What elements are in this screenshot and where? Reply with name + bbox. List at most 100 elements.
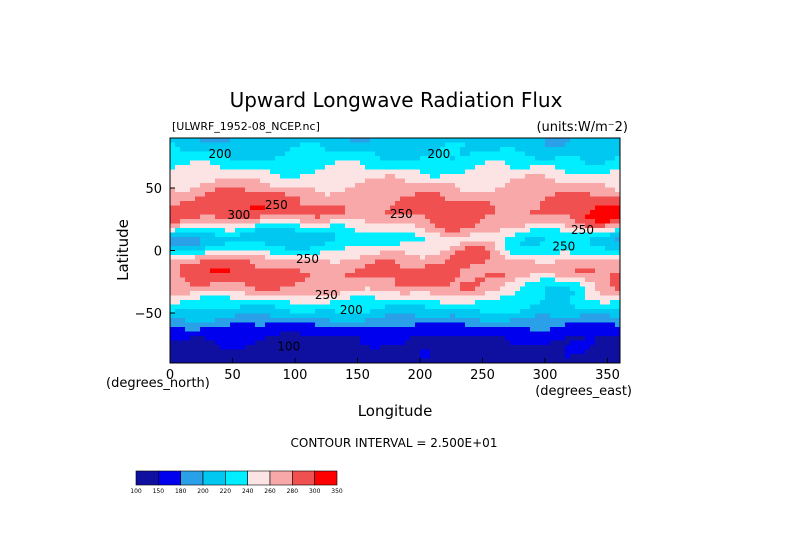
map-cell (315, 147, 321, 152)
map-cell (365, 232, 371, 238)
map-cell (490, 165, 496, 170)
map-cell (195, 151, 201, 157)
map-cell (525, 300, 531, 305)
map-cell (595, 286, 601, 292)
map-cell (310, 345, 316, 350)
map-cell (225, 300, 231, 305)
map-cell (235, 187, 241, 193)
map-cell (300, 246, 306, 251)
map-cell (185, 318, 191, 323)
map-cell (365, 160, 371, 166)
map-cell (250, 277, 256, 283)
map-cell (415, 309, 421, 314)
map-cell (350, 205, 356, 211)
map-cell (265, 228, 271, 233)
map-cell (535, 196, 541, 202)
map-cell (315, 277, 321, 283)
map-cell (315, 286, 321, 292)
map-cell (410, 358, 416, 364)
map-cell (290, 282, 296, 287)
map-cell (505, 268, 511, 274)
map-cell (580, 300, 586, 305)
map-cell (405, 165, 411, 170)
map-cell (465, 223, 471, 229)
map-cell (400, 219, 406, 224)
map-cell (595, 322, 601, 328)
map-cell (525, 210, 531, 215)
map-cell (445, 223, 451, 229)
map-cell (235, 232, 241, 238)
map-cell (525, 322, 531, 328)
map-cell (440, 318, 446, 323)
map-cell (545, 210, 551, 215)
map-cell (255, 358, 261, 364)
map-cell (170, 142, 176, 148)
map-cell (195, 277, 201, 283)
map-cell (370, 165, 376, 170)
map-cell (305, 268, 311, 274)
map-cell (385, 192, 391, 197)
map-cell (365, 183, 371, 188)
map-cell (195, 322, 201, 328)
map-cell (525, 282, 531, 287)
map-cell (210, 183, 216, 188)
map-cell (435, 205, 441, 211)
map-cell (265, 318, 271, 323)
map-cell (200, 268, 206, 274)
map-cell (575, 349, 581, 355)
map-cell (180, 304, 186, 310)
map-cell (450, 165, 456, 170)
map-cell (210, 241, 216, 247)
map-cell (240, 309, 246, 314)
map-cell (325, 318, 331, 323)
map-cell (430, 264, 436, 269)
map-cell (230, 223, 236, 229)
map-cell (230, 309, 236, 314)
map-cell (475, 214, 481, 220)
map-cell (485, 142, 491, 148)
map-cell (390, 327, 396, 332)
map-cell (465, 340, 471, 346)
map-cell (275, 358, 281, 364)
map-cell (585, 282, 591, 287)
map-cell (355, 340, 361, 346)
map-cell (320, 228, 326, 233)
map-cell (195, 264, 201, 269)
map-cell (400, 205, 406, 211)
map-cell (400, 295, 406, 301)
map-cell (515, 264, 521, 269)
map-cell (485, 358, 491, 364)
map-cell (460, 138, 466, 143)
map-cell (275, 286, 281, 292)
map-cell (450, 151, 456, 157)
map-cell (515, 345, 521, 350)
map-cell (340, 331, 346, 337)
map-cell (560, 291, 566, 296)
map-cell (475, 322, 481, 328)
map-cell (305, 327, 311, 332)
map-cell (235, 300, 241, 305)
map-cell (440, 205, 446, 211)
map-cell (245, 192, 251, 197)
map-cell (460, 300, 466, 305)
map-cell (350, 183, 356, 188)
map-cell (410, 228, 416, 233)
map-cell (560, 246, 566, 251)
map-cell (540, 291, 546, 296)
map-cell (450, 286, 456, 292)
map-cell (360, 169, 366, 175)
map-cell (175, 223, 181, 229)
map-cell (255, 336, 261, 341)
map-cell (495, 304, 501, 310)
map-cell (265, 295, 271, 301)
map-cell (175, 264, 181, 269)
map-cell (215, 273, 221, 278)
map-cell (530, 273, 536, 278)
map-cell (360, 300, 366, 305)
map-cell (285, 210, 291, 215)
map-cell (215, 223, 221, 229)
map-cell (170, 223, 176, 229)
map-cell (615, 273, 621, 278)
map-cell (615, 277, 621, 283)
map-cell (395, 295, 401, 301)
